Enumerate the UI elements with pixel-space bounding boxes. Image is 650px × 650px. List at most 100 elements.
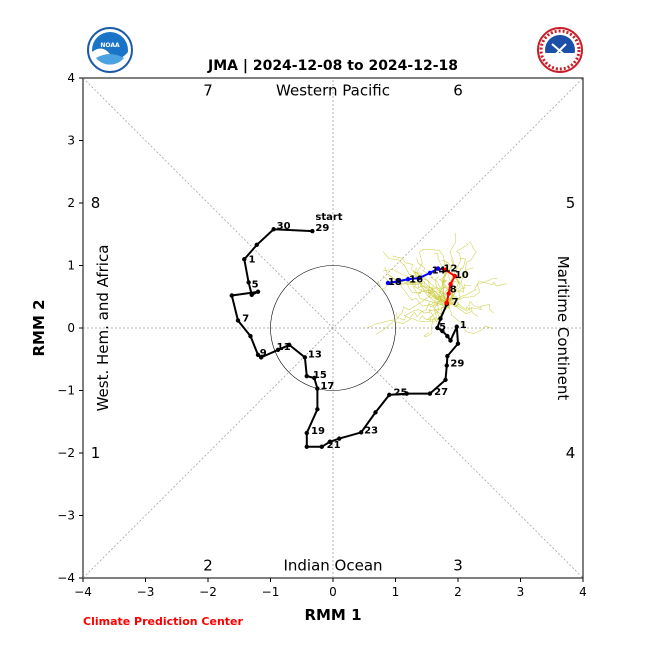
x-tick-label: −4 <box>74 585 92 599</box>
series-point <box>242 257 247 262</box>
y-tick-label: −1 <box>57 384 75 398</box>
series-point <box>287 342 292 348</box>
ensemble-member-line <box>446 277 498 305</box>
series-point <box>275 347 281 353</box>
phase-label: 3 <box>453 557 463 575</box>
noaa-logo: NOAA <box>87 27 133 73</box>
series-point <box>249 292 254 298</box>
phase-label: 4 <box>566 444 576 462</box>
phase-label: 1 <box>91 444 101 462</box>
grid-line-antidiagonal <box>82 77 584 579</box>
y-tick-label: 4 <box>67 71 75 85</box>
point-label: 11 <box>277 342 291 353</box>
series-point <box>448 338 453 343</box>
point-label: 27 <box>434 387 448 398</box>
series-point <box>404 391 409 396</box>
y-axis-label: RMM 2 <box>30 299 48 356</box>
series-point <box>358 430 364 435</box>
series-layer <box>229 227 461 449</box>
series-point <box>443 267 448 273</box>
series-point <box>258 355 264 360</box>
ensemble-member-line <box>392 255 448 304</box>
point-label: start <box>315 212 342 223</box>
ensemble-member-line <box>446 267 474 304</box>
series-point <box>435 266 441 271</box>
series-point <box>255 352 261 358</box>
series-point <box>448 282 453 287</box>
point-label: 5 <box>252 279 259 290</box>
y-axis-ticks: −4 −3 −2 −1 0 1 2 3 4 <box>57 71 83 585</box>
series-point <box>304 430 309 436</box>
region-label-top: Western Pacific <box>276 82 390 100</box>
x-axis-ticks: −4 −3 −2 −1 0 1 2 3 4 <box>74 578 587 599</box>
x-tick-label: 1 <box>392 585 400 599</box>
region-label-right: Maritime Continent <box>554 256 572 401</box>
point-label: 14 <box>432 266 446 277</box>
ensemble-member-line <box>382 269 447 304</box>
point-label: 23 <box>364 426 378 437</box>
series-point <box>235 318 241 323</box>
ensemble-member-line <box>446 242 469 304</box>
unit-circle <box>270 265 396 391</box>
point-label: 25 <box>394 387 408 398</box>
series-point <box>315 386 320 391</box>
y-tick-label: 0 <box>67 321 75 335</box>
ensemble-member-line <box>415 267 454 304</box>
point-label: 29 <box>315 223 329 234</box>
y-tick-label: −3 <box>57 509 75 523</box>
noaa-logo-text: NOAA <box>100 42 120 49</box>
y-tick-label: −2 <box>57 446 75 460</box>
point-label: 30 <box>277 221 291 232</box>
y-tick-label: 2 <box>67 196 75 210</box>
x-tick-label: −3 <box>137 585 155 599</box>
series-point <box>427 391 433 396</box>
point-label: 17 <box>320 381 334 392</box>
ensemble-member-line <box>412 270 449 304</box>
y-tick-label: 3 <box>67 134 75 148</box>
ensemble-member-line <box>446 241 477 304</box>
point-label: 8 <box>450 284 457 295</box>
series-point <box>445 353 450 359</box>
x-tick-label: −2 <box>199 585 217 599</box>
series-point <box>310 228 315 234</box>
series-point <box>427 270 433 276</box>
x-tick-label: 0 <box>329 585 337 599</box>
series-point <box>440 328 445 334</box>
point-label: 12 <box>444 264 458 275</box>
series-point <box>248 333 253 339</box>
series-point <box>246 280 251 285</box>
series-point <box>312 375 317 381</box>
series-point <box>302 355 308 360</box>
series-point <box>438 316 443 321</box>
point-label: 7 <box>452 297 459 308</box>
ensemble-member-line <box>382 275 448 304</box>
ensemble-member-line <box>397 278 448 307</box>
y-tick-label: −4 <box>57 571 75 585</box>
series-point <box>417 275 422 281</box>
x-tick-label: −1 <box>262 585 280 599</box>
series-point <box>387 392 392 398</box>
national-weather-service-logo <box>537 27 583 73</box>
credit-label: Climate Prediction Center <box>83 615 243 628</box>
series-point <box>327 439 333 444</box>
ensemble-member-line <box>417 249 447 304</box>
series-point <box>319 444 324 449</box>
point-label: 15 <box>313 370 327 381</box>
region-label-left: West. Hem. and Africa <box>94 245 112 412</box>
point-label: 5 <box>439 322 446 333</box>
series-point <box>446 291 451 296</box>
point-label: 1 <box>249 254 256 265</box>
phase-label: 5 <box>566 194 576 212</box>
point-label: 18 <box>388 277 402 288</box>
point-label: 16 <box>409 274 423 285</box>
point-label: 7 <box>242 314 249 325</box>
region-label-bottom: Indian Ocean <box>283 557 382 575</box>
ensemble-member-line <box>427 300 448 323</box>
series-point <box>444 300 449 306</box>
ensemble-member-line <box>446 301 479 317</box>
x-axis-label: RMM 1 <box>304 606 361 624</box>
